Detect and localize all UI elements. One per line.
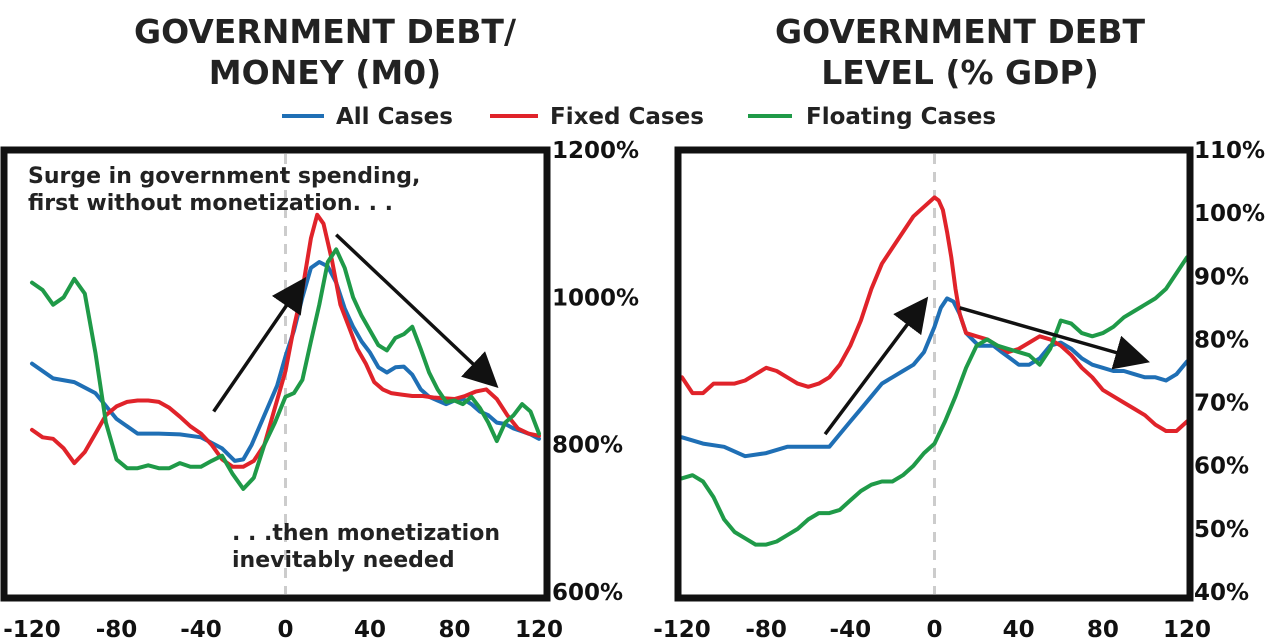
- left-title-line-2: MONEY (M0): [209, 53, 441, 92]
- right-y-tick-label: 90%: [1194, 264, 1249, 290]
- legend-label-fixed: Fixed Cases: [550, 104, 704, 130]
- right-x-tick-label: -120: [653, 617, 711, 643]
- right-y-tick-label: 110%: [1194, 138, 1265, 164]
- annotation-monetization-line-2: inevitably needed: [232, 548, 455, 573]
- right-x-tick-label: -40: [830, 617, 872, 643]
- left-chart-panel: -120 -80 -40 0 40 80 120 600% 800% 1000% 1200% Su…: [0, 138, 639, 643]
- left-y-tick-label: 1200%: [552, 138, 639, 164]
- right-x-tick-label: 0: [926, 617, 942, 643]
- left-title-line-1: GOVERNMENT DEBT/: [134, 12, 517, 51]
- right-x-tick-label: -80: [745, 617, 787, 643]
- right-chart-panel: -120 -80 -40 0 40 80 120 40% 50% 60% 70% 80% 90% 100…: [653, 138, 1265, 643]
- left-y-tick-label: 1000%: [552, 285, 639, 311]
- right-y-tick-label: 70%: [1194, 391, 1249, 417]
- left-x-tick-label: 0: [277, 617, 293, 643]
- right-y-tick-label: 50%: [1194, 517, 1249, 543]
- right-y-tick-label: 60%: [1194, 454, 1249, 480]
- legend: All Cases Fixed Cases Floating Cases: [282, 104, 996, 130]
- left-x-tick-label: 120: [515, 617, 563, 643]
- right-x-tick-label: 80: [1087, 617, 1119, 643]
- right-series-fixed-cases: [680, 195, 1189, 433]
- right-y-tick-label: 40%: [1194, 580, 1249, 606]
- legend-label-floating: Floating Cases: [806, 104, 996, 130]
- left-x-tick-label: -40: [180, 617, 222, 643]
- annotation-monetization-line-1: . . .then monetization: [232, 521, 500, 546]
- right-plot-frame: [674, 146, 1194, 602]
- left-plot-frame: [0, 146, 551, 602]
- right-title-line-2: LEVEL (% GDP): [821, 53, 1099, 92]
- right-arrow-1: [823, 296, 929, 436]
- right-arrow-2: [959, 306, 1150, 370]
- annotation-surge-line-2: first without monetization. . .: [28, 191, 393, 216]
- right-x-tick-label: 120: [1163, 617, 1211, 643]
- left-arrow-1: [212, 276, 307, 413]
- left-y-tick-label: 600%: [552, 580, 623, 606]
- left-y-tick-label: 800%: [552, 433, 623, 459]
- legend-label-all: All Cases: [336, 104, 453, 130]
- right-title-line-1: GOVERNMENT DEBT: [775, 12, 1145, 51]
- right-series-floating-cases: [680, 255, 1189, 547]
- left-series-all-cases: [30, 260, 541, 463]
- right-y-tick-label: 100%: [1194, 201, 1265, 227]
- left-x-tick-label: 80: [438, 617, 470, 643]
- left-series-floating-cases: [30, 247, 541, 491]
- right-y-tick-label: 80%: [1194, 327, 1249, 353]
- left-x-tick-label: -80: [96, 617, 138, 643]
- annotation-surge-line-1: Surge in government spending,: [28, 164, 420, 189]
- left-arrow-2: [334, 233, 499, 388]
- right-x-tick-label: 40: [1003, 617, 1035, 643]
- left-x-tick-label: -120: [3, 617, 61, 643]
- left-x-tick-label: 40: [354, 617, 386, 643]
